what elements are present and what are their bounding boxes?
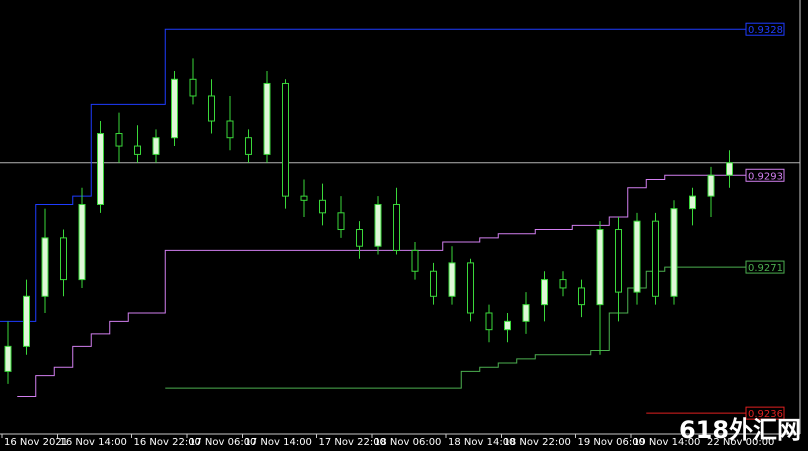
x-tick-label: 18 Nov 06:00 [374, 437, 441, 448]
candle-body [615, 229, 622, 293]
candle-body [448, 262, 456, 297]
candle-body [41, 237, 49, 297]
x-tick-label: 18 Nov 22:00 [504, 437, 571, 448]
price-label: 0.9328 [748, 25, 783, 36]
candle-body [541, 279, 548, 306]
x-tick-label: 16 Nov 22:00 [134, 437, 201, 448]
candle-body [633, 220, 641, 293]
candle-body [522, 304, 530, 322]
candle-body [430, 270, 437, 297]
candle-body [23, 295, 30, 347]
x-tick-label: 19 Nov 06:00 [578, 437, 645, 448]
candle-body [4, 345, 12, 372]
candle-body [337, 212, 345, 231]
candle-body [578, 287, 585, 306]
candle-body [78, 203, 86, 281]
x-tick-label: 19 Nov 14:00 [633, 437, 700, 448]
candle-body [152, 137, 160, 155]
candle-body [319, 199, 326, 214]
candle-body [226, 120, 234, 139]
indicator-line [0, 28, 746, 322]
candle-body [245, 137, 252, 155]
candle-body [393, 203, 400, 251]
price-label-box [745, 22, 785, 36]
price-label: 0.9293 [748, 171, 783, 182]
x-tick-label: 16 Nov 14:00 [60, 437, 127, 448]
indicator-line [165, 266, 746, 389]
candle-body [559, 279, 567, 289]
candle-body [726, 162, 733, 176]
candle-body [596, 229, 604, 306]
price-label: 0.9236 [748, 409, 783, 420]
candle-body [670, 208, 678, 297]
candle-body [97, 133, 104, 205]
price-label-box [745, 260, 785, 274]
candle-body [504, 320, 511, 331]
x-tick-label: 22 Nov 00:00 [707, 437, 774, 448]
candle-body [189, 78, 197, 97]
candle-body [652, 220, 659, 297]
candle-body [356, 229, 363, 247]
candle-body [134, 145, 141, 155]
candle-body [467, 262, 474, 314]
candle-body [411, 249, 419, 272]
candle-body [60, 237, 67, 281]
candle-body [707, 174, 715, 197]
candle-body [171, 78, 178, 139]
price-label-box [745, 406, 785, 420]
candle-body [115, 133, 123, 147]
x-tick-label: 18 Nov 14:00 [448, 437, 515, 448]
x-tick-label: 17 Nov 22:00 [319, 437, 386, 448]
x-tick-label: 16 Nov 2021 [4, 437, 68, 448]
candle-body [485, 312, 493, 331]
x-tick-label: 17 Nov 14:00 [245, 437, 312, 448]
watermark: 618外汇网 [679, 416, 801, 444]
candle-body [374, 203, 382, 247]
price-label: 0.9271 [748, 263, 783, 274]
x-tick-label: 17 Nov 06:00 [189, 437, 256, 448]
candle-body [300, 195, 308, 201]
candle-body [263, 82, 271, 155]
price-label-box [745, 168, 785, 182]
candle-body [689, 195, 696, 210]
candle-body [282, 82, 289, 197]
candle-body [208, 95, 215, 122]
